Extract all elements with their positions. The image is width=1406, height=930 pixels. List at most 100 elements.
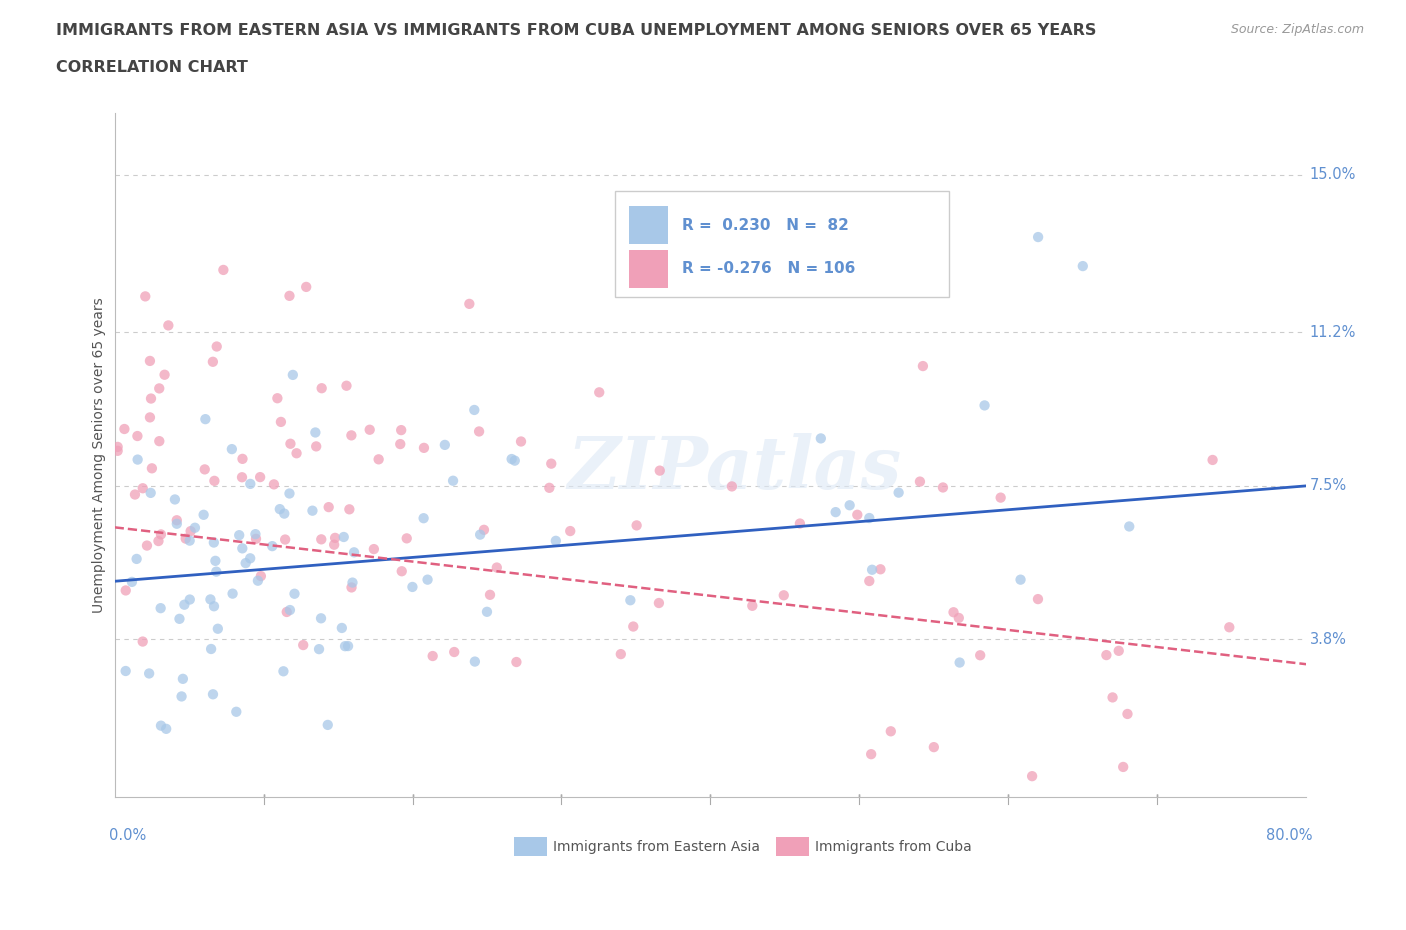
Point <box>887 485 910 500</box>
FancyBboxPatch shape <box>513 837 547 857</box>
Text: ZIPatlas: ZIPatlas <box>567 433 901 504</box>
Point <box>741 598 763 613</box>
Text: 7.5%: 7.5% <box>1310 478 1347 494</box>
Point <box>389 436 412 451</box>
Point <box>193 508 215 523</box>
Point <box>340 428 363 443</box>
Point <box>107 440 129 455</box>
Text: IMMIGRANTS FROM EASTERN ASIA VS IMMIGRANTS FROM CUBA UNEMPLOYMENT AMONG SENIORS : IMMIGRANTS FROM EASTERN ASIA VS IMMIGRAN… <box>56 23 1097 38</box>
Point <box>141 461 163 476</box>
Point <box>838 498 860 512</box>
Point <box>468 424 491 439</box>
Point <box>239 551 262 565</box>
Point <box>204 553 226 568</box>
Point <box>205 565 228 579</box>
Point <box>343 545 366 560</box>
Point <box>337 639 360 654</box>
Point <box>231 541 253 556</box>
Point <box>202 535 225 550</box>
Point <box>149 601 172 616</box>
Point <box>246 573 269 588</box>
Point <box>179 592 201 607</box>
Point <box>125 551 148 566</box>
Point <box>250 568 273 583</box>
Point <box>134 289 156 304</box>
Text: 0.0%: 0.0% <box>108 828 146 843</box>
Point <box>472 523 495 538</box>
Point <box>285 445 308 460</box>
Point <box>860 563 883 578</box>
Point <box>138 666 160 681</box>
Point <box>721 479 744 494</box>
Point <box>295 280 318 295</box>
Point <box>1108 644 1130 658</box>
Point <box>155 722 177 737</box>
Point <box>114 664 136 679</box>
Point <box>235 556 257 571</box>
Point <box>624 230 647 245</box>
Point <box>174 531 197 546</box>
Point <box>363 541 385 556</box>
Point <box>869 562 891 577</box>
Point <box>858 511 880 525</box>
Point <box>626 518 648 533</box>
FancyBboxPatch shape <box>630 206 668 244</box>
Point <box>880 724 903 738</box>
Point <box>367 452 389 467</box>
Point <box>846 508 869 523</box>
Point <box>166 516 188 531</box>
Point <box>948 610 970 625</box>
Point <box>648 595 671 610</box>
Point <box>1026 230 1049 245</box>
Point <box>270 415 292 430</box>
Point <box>207 621 229 636</box>
Point <box>114 583 136 598</box>
Point <box>468 527 491 542</box>
Point <box>458 297 481 312</box>
Point <box>413 441 436 456</box>
Point <box>153 367 176 382</box>
Point <box>139 410 162 425</box>
Point <box>249 470 271 485</box>
Point <box>107 444 129 458</box>
Point <box>278 603 301 618</box>
Point <box>908 474 931 489</box>
Point <box>278 288 301 303</box>
Point <box>1112 760 1135 775</box>
Point <box>173 597 195 612</box>
Point <box>323 530 346 545</box>
Point <box>273 664 295 679</box>
Point <box>648 463 671 478</box>
Point <box>588 385 610 400</box>
Point <box>245 531 267 546</box>
Point <box>422 648 444 663</box>
Point <box>335 379 357 393</box>
Point <box>1071 259 1094 273</box>
Point <box>200 592 222 607</box>
Point <box>194 412 217 427</box>
Point <box>1101 690 1123 705</box>
Point <box>1010 572 1032 587</box>
Point <box>221 442 243 457</box>
Point <box>202 473 225 488</box>
FancyBboxPatch shape <box>776 837 810 857</box>
Text: 15.0%: 15.0% <box>1310 167 1357 182</box>
Text: Source: ZipAtlas.com: Source: ZipAtlas.com <box>1230 23 1364 36</box>
Point <box>132 481 155 496</box>
Text: R = -0.276   N = 106: R = -0.276 N = 106 <box>682 261 855 276</box>
Point <box>342 575 364 590</box>
Point <box>332 529 354 544</box>
Point <box>1116 707 1139 722</box>
Point <box>278 486 301 501</box>
Point <box>201 687 224 702</box>
Point <box>269 501 291 516</box>
Point <box>283 586 305 601</box>
Point <box>949 655 972 670</box>
Point <box>231 470 253 485</box>
Point <box>969 648 991 663</box>
Text: 3.8%: 3.8% <box>1310 631 1347 646</box>
Point <box>127 429 149 444</box>
Point <box>205 339 228 354</box>
Point <box>172 671 194 686</box>
Point <box>337 502 360 517</box>
